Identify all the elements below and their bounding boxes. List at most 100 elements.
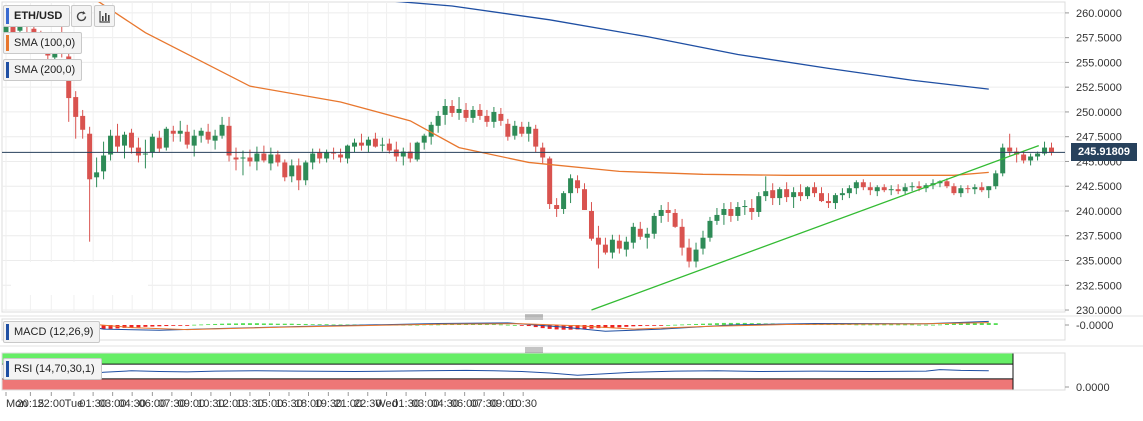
candle-body: [212, 135, 218, 141]
macd-histogram-bar: [861, 324, 866, 326]
macd-histogram-bar: [108, 325, 113, 329]
candle-body: [400, 151, 406, 157]
x-tick-label: 07:30: [470, 398, 498, 410]
macd-histogram-bar: [254, 323, 259, 325]
macd-histogram-bar: [171, 325, 176, 326]
candle-body: [198, 130, 204, 136]
y-tick-label: 250.0000: [1076, 107, 1122, 119]
candle-body: [1028, 156, 1034, 161]
y-tick-label: 240.0000: [1076, 206, 1122, 218]
x-tick-label: 06:00: [451, 398, 479, 410]
candle-body: [749, 208, 755, 212]
x-tick-label: 04:30: [431, 398, 459, 410]
candle-body: [303, 162, 309, 181]
candle-body: [707, 220, 713, 238]
rsi-overbought-zone: [2, 353, 1013, 365]
candle-body: [128, 132, 134, 148]
macd-histogram-bar: [958, 322, 963, 325]
candle-body: [449, 105, 455, 113]
bar-chart-icon: [99, 10, 110, 23]
symbol-label[interactable]: ETH/USD: [3, 5, 70, 27]
candle-body: [526, 126, 532, 134]
candle-body: [108, 135, 114, 155]
macd-histogram-bar: [122, 325, 127, 328]
macd-line: [5, 320, 989, 332]
candle-body: [832, 195, 838, 204]
symbol-text: ETH/USD: [14, 10, 63, 22]
rsi-axis-label: 0.0000: [1076, 382, 1110, 394]
x-tick-label: 12:00: [217, 398, 245, 410]
macd-histogram-bar: [310, 324, 315, 326]
refresh-icon: [76, 10, 87, 21]
macd-histogram-bar: [721, 322, 726, 325]
x-tick-label: 07:30: [158, 398, 186, 410]
macd-histogram-bar: [484, 324, 489, 326]
candle-body: [1014, 151, 1020, 155]
macd-histogram-bar: [610, 325, 615, 328]
sma-200-legend[interactable]: SMA (200,0): [3, 59, 83, 81]
candle-body: [191, 135, 197, 146]
macd-histogram-bar: [868, 324, 873, 326]
x-tick-label: Wed: [375, 398, 397, 410]
macd-histogram-bar: [547, 325, 552, 329]
candle-body: [533, 128, 539, 147]
sma-100-legend[interactable]: SMA (100,0): [3, 32, 83, 54]
candle-body: [582, 189, 588, 210]
chart-type-button[interactable]: [94, 5, 115, 27]
macd-histogram-bar: [707, 323, 712, 325]
macd-histogram-bar: [220, 323, 225, 325]
candle-body: [895, 189, 901, 192]
macd-histogram-bar: [965, 322, 970, 325]
x-tick-label: 09:00: [178, 398, 206, 410]
candle-body: [226, 125, 232, 156]
macd-swatch: [6, 324, 9, 340]
macd-histogram-bar: [178, 325, 183, 326]
macd-histogram-bar: [659, 325, 664, 326]
macd-histogram-bar: [324, 324, 329, 326]
candle-body: [372, 138, 378, 147]
macd-histogram-bar: [345, 324, 350, 326]
candle-body: [505, 123, 511, 137]
candle-body: [512, 125, 518, 136]
candle-body: [73, 97, 79, 117]
candle-body: [407, 151, 413, 159]
candle-body: [393, 149, 399, 157]
macd-histogram-bar: [268, 323, 273, 325]
x-tick-label: 01:30: [79, 398, 107, 410]
candle-body: [1000, 147, 1006, 174]
macd-histogram-bar: [247, 323, 252, 325]
macd-histogram-bar: [742, 322, 747, 325]
candle-body: [289, 165, 295, 177]
sma-100-swatch: [6, 35, 9, 51]
refresh-button[interactable]: [71, 5, 92, 27]
x-tick-label: 10:30: [197, 398, 225, 410]
candle-body: [588, 210, 594, 239]
candle-body: [268, 154, 274, 164]
macd-panel: -0.0000: [1, 318, 1113, 341]
candle-body: [714, 214, 720, 221]
macd-histogram-bar: [937, 324, 942, 326]
candle-body: [902, 187, 908, 192]
rsi-legend[interactable]: RSI (14,70,30,1): [3, 358, 102, 380]
candle-body: [1007, 147, 1013, 152]
panel-resize-handles[interactable]: [525, 314, 543, 353]
candle-body: [867, 187, 873, 191]
y-tick-label: 252.5000: [1076, 82, 1122, 94]
macd-histogram-bar: [582, 325, 587, 330]
macd-histogram-bar: [533, 325, 538, 328]
candle-body: [686, 247, 692, 262]
candle-body: [491, 111, 497, 122]
sma-200-swatch: [6, 62, 9, 78]
candle-body: [609, 239, 615, 253]
y-tick-label: 260.0000: [1076, 8, 1122, 20]
candle-body: [791, 192, 797, 198]
candle-body: [979, 187, 985, 191]
candle-body: [365, 139, 371, 146]
macd-legend[interactable]: MACD (12,26,9): [3, 321, 101, 343]
macd-histogram-bar: [931, 324, 936, 326]
candle-body: [756, 196, 762, 212]
macd-histogram-bar: [150, 325, 155, 327]
candle-body: [331, 152, 337, 154]
